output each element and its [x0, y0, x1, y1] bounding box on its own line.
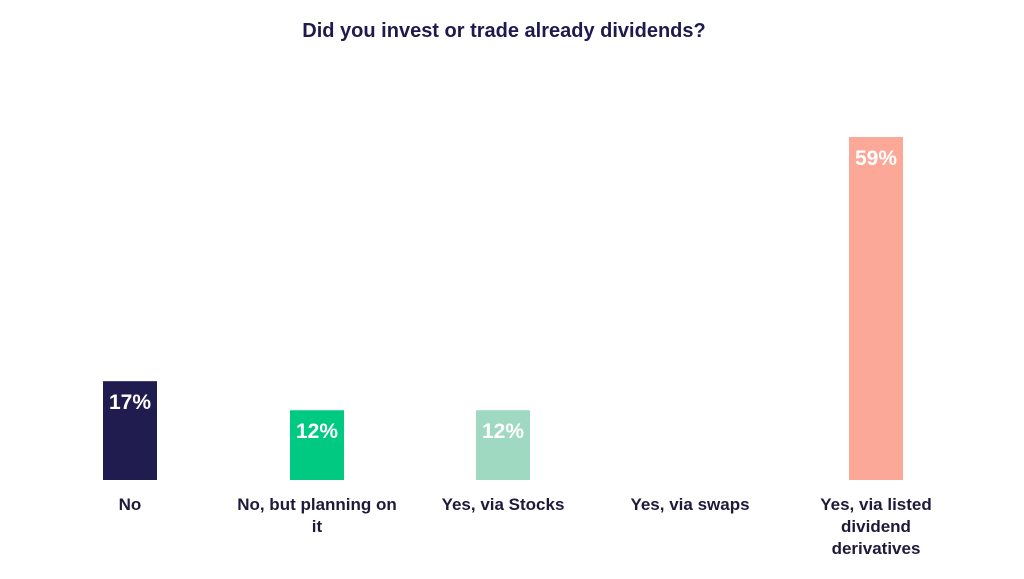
data-label-1: 12% — [296, 420, 338, 443]
bar-1 — [290, 410, 344, 480]
category-label-2: Yes, via Stocks — [442, 495, 565, 514]
bar-4 — [849, 137, 903, 480]
data-label-4: 59% — [855, 147, 897, 170]
category-label-3: Yes, via swaps — [630, 495, 749, 514]
data-label-2: 12% — [482, 420, 524, 443]
data-label-0: 17% — [109, 391, 151, 414]
bar-2 — [476, 410, 530, 480]
chart-title: Did you invest or trade already dividend… — [302, 20, 706, 42]
category-label-1: No, but planning on it — [237, 495, 397, 536]
category-label-0: No — [119, 495, 142, 514]
bar-0 — [103, 381, 157, 480]
category-label-4: Yes, via listed dividend derivatives — [820, 495, 932, 558]
